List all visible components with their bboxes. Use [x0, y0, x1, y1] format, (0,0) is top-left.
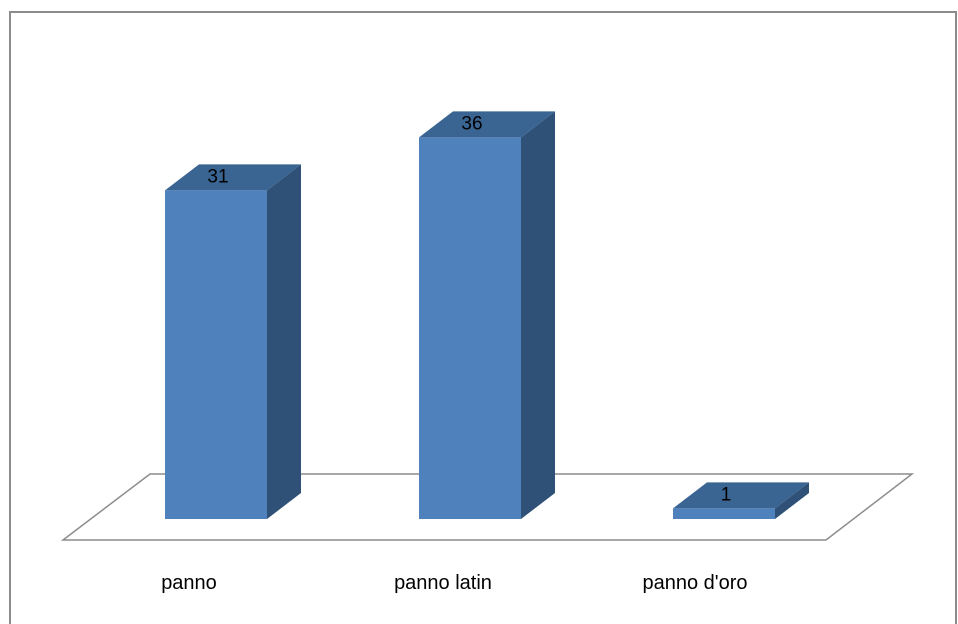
bars-layer [165, 111, 809, 520]
bar-side-face [267, 164, 301, 519]
bar-front-face [419, 137, 521, 519]
category-label: panno d'oro [642, 572, 747, 594]
labels-layer: 31 panno 36 panno latin 1 panno d'oro [161, 113, 747, 594]
data-label: 36 [461, 113, 482, 134]
bar-2 [673, 482, 809, 519]
category-label: panno [161, 572, 217, 594]
bar-side-face [775, 482, 809, 519]
bar-front-face [165, 190, 267, 519]
bar-1 [419, 111, 555, 520]
bar-top-face [419, 111, 555, 138]
category-label: panno latin [394, 572, 492, 594]
bar-0 [165, 164, 301, 519]
bar-side-face [521, 111, 555, 520]
bar-front-face [673, 508, 775, 519]
data-label: 31 [207, 166, 228, 187]
bar-top-face [673, 482, 809, 509]
bar-top-face [165, 164, 301, 191]
data-label: 1 [721, 484, 732, 505]
